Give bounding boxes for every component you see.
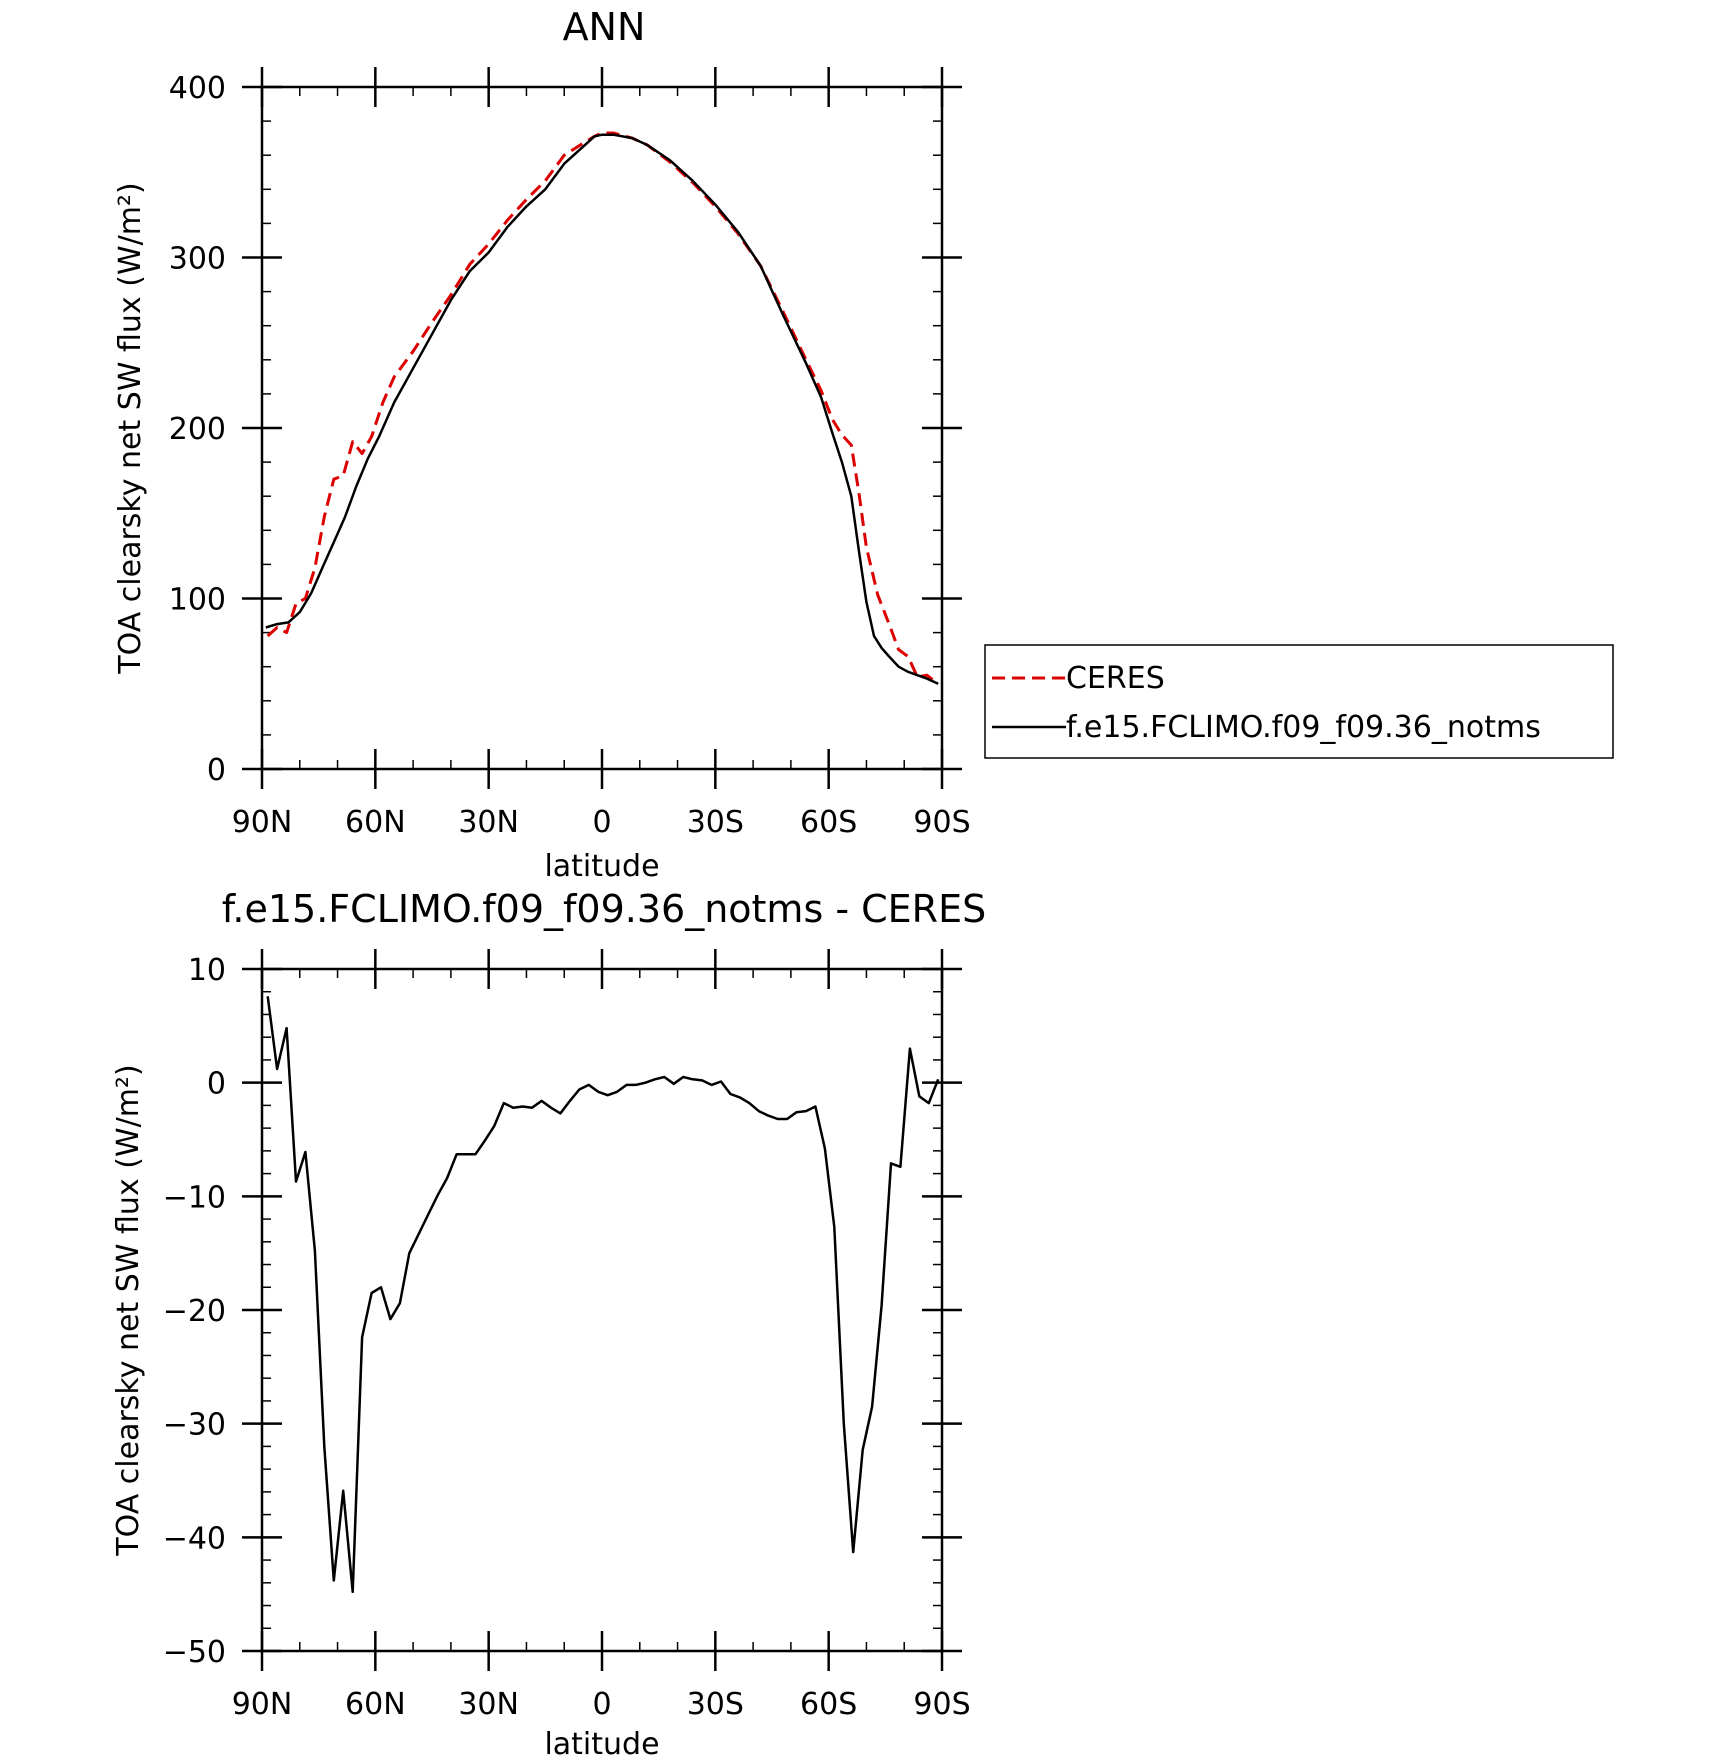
bottom-plot-frame [260, 967, 944, 1653]
bottom-x-tick-label: 30N [458, 1687, 519, 1722]
legend-label-model: f.e15.FCLIMO.f09_f09.36_notms [1066, 710, 1541, 745]
top-chart-title: ANN [563, 5, 646, 49]
bottom-series-line-difference [266, 996, 940, 1594]
bottom-x-tick-label: 0 [592, 1687, 611, 1722]
top-plot-series [265, 131, 940, 685]
top-x-ticks: 90N 60N 30N 0 30S 60S 90S [232, 67, 971, 840]
bottom-y-tick-label: −40 [163, 1521, 226, 1556]
bottom-y-axis-label: TOA clearsky net SW flux (W/m²) [111, 1064, 146, 1556]
bottom-y-tick-label: 10 [188, 953, 226, 988]
top-x-tick-label: 30N [458, 805, 519, 840]
top-series-line-f-e15-fclimo-f09-f09-36-notms [265, 133, 939, 685]
bottom-x-tick-label: 60S [800, 1687, 857, 1722]
top-x-tick-label: 90S [913, 805, 970, 840]
bottom-y-tick-label: 0 [207, 1067, 226, 1102]
bottom-y-tick-label: −10 [163, 1180, 226, 1215]
top-x-tick-label: 0 [592, 805, 611, 840]
bottom-plot-series [266, 996, 940, 1594]
bottom-x-tick-label: 90S [913, 1687, 970, 1722]
legend: CERES f.e15.FCLIMO.f09_f09.36_notms [984, 644, 1614, 759]
top-series-line-ceres [266, 131, 940, 685]
bottom-y-tick-label: −30 [163, 1408, 226, 1443]
bottom-y-ticks: −50 −40 −30 −20 −10 0 10 [163, 953, 962, 1670]
bottom-y-tick-label: −50 [163, 1635, 226, 1670]
top-y-axis-label: TOA clearsky net SW flux (W/m²) [113, 182, 148, 674]
top-y-tick-label: 300 [169, 242, 226, 277]
bottom-x-axis-label: latitude [544, 1727, 659, 1756]
bottom-x-tick-label: 30S [687, 1687, 744, 1722]
top-y-tick-label: 200 [169, 412, 226, 447]
legend-box [984, 644, 1614, 759]
top-x-tick-label: 60S [800, 805, 857, 840]
bottom-y-tick-label: −20 [163, 1294, 226, 1329]
bottom-panel: f.e15.FCLIMO.f09_f09.36_notms - CERES −5… [111, 887, 986, 1756]
top-y-tick-label: 0 [207, 753, 226, 788]
bottom-x-ticks: 90N 60N 30N 0 30S 60S 90S [232, 949, 971, 1722]
top-y-ticks: 0 100 200 300 400 [169, 71, 962, 788]
top-y-tick-label: 400 [169, 71, 226, 106]
top-x-axis-label: latitude [544, 849, 659, 884]
top-plot-frame [260, 85, 944, 771]
bottom-chart-title: f.e15.FCLIMO.f09_f09.36_notms - CERES [222, 887, 986, 931]
bottom-x-tick-label: 90N [232, 1687, 293, 1722]
top-x-tick-label: 90N [232, 805, 293, 840]
top-x-tick-label: 30S [687, 805, 744, 840]
bottom-x-tick-label: 60N [345, 1687, 406, 1722]
top-panel: ANN 0 100 200 300 400 90N 60N 30N 0 30S 60S 90S la… [113, 5, 971, 884]
legend-label-ceres: CERES [1066, 661, 1165, 696]
top-x-tick-label: 60N [345, 805, 406, 840]
top-y-tick-label: 100 [169, 583, 226, 618]
